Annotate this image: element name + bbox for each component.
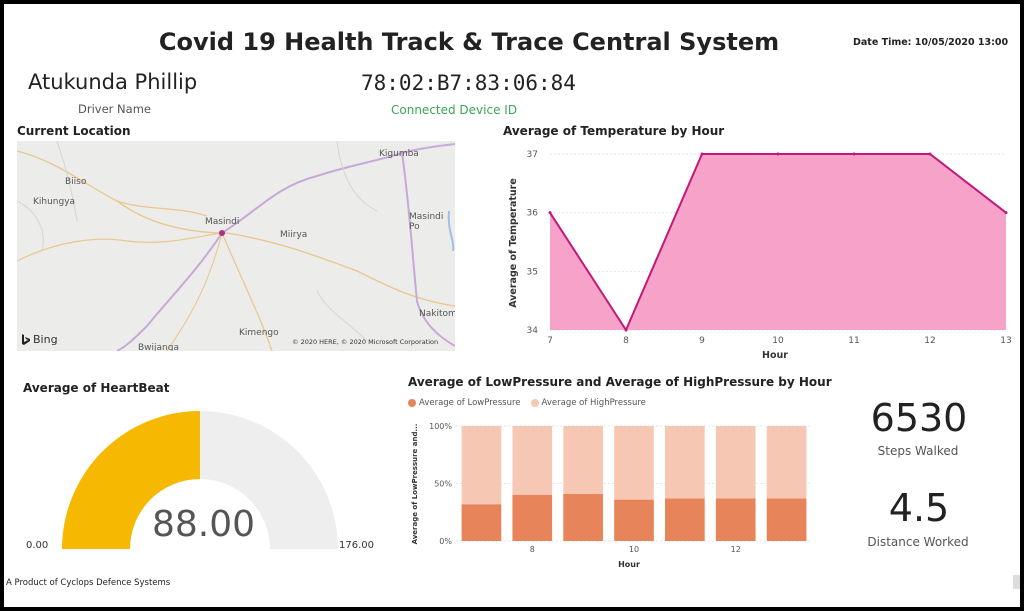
- temperature-x-tick-label: 8: [623, 336, 629, 346]
- highpressure-bar[interactable]: [665, 426, 705, 499]
- lowpressure-bar[interactable]: [665, 498, 705, 541]
- map-place-label: Kimengo: [239, 328, 279, 338]
- lowpressure-bar[interactable]: [614, 499, 654, 541]
- highpressure-bar[interactable]: [715, 426, 756, 499]
- pressure-y-axis-title: Average of LowPressure and...: [411, 424, 419, 545]
- legend-dot: [408, 399, 416, 407]
- location-marker[interactable]: [219, 230, 225, 236]
- map-place-label: Bwijanga: [138, 343, 179, 351]
- bing-logo: Bing: [21, 333, 58, 346]
- temperature-y-tick-label: 37: [527, 150, 538, 160]
- temperature-chart-title: Average of Temperature by Hour: [503, 124, 725, 138]
- temperature-point[interactable]: [928, 152, 932, 156]
- scrollbar-handle[interactable]: [1013, 575, 1020, 589]
- temperature-point[interactable]: [700, 152, 704, 156]
- heartbeat-gauge-title: Average of HeartBeat: [23, 381, 170, 395]
- lowpressure-bar[interactable]: [715, 498, 756, 541]
- highpressure-bar[interactable]: [512, 426, 553, 495]
- temperature-x-tick-label: 12: [924, 336, 935, 346]
- highpressure-bar[interactable]: [563, 426, 603, 494]
- steps-walked-value: 6530: [870, 396, 968, 440]
- map-place-label: Kigumba: [379, 149, 419, 159]
- heartbeat-gauge-min: 0.00: [26, 540, 49, 551]
- map-roads: [17, 141, 455, 351]
- page-title: Covid 19 Health Track & Trace Central Sy…: [158, 28, 780, 56]
- legend-label: Average of HighPressure: [541, 398, 646, 408]
- gauge-fill: [62, 411, 200, 549]
- pressure-x-axis-title: Hour: [618, 560, 640, 569]
- temperature-y-tick-label: 36: [527, 209, 539, 219]
- map-place-label: Biiso: [65, 177, 87, 187]
- pressure-y-tick-label: 100%: [429, 422, 452, 431]
- pressure-chart[interactable]: Average of LowPressure and... Hour 0% 50%…: [404, 412, 824, 572]
- steps-walked-label: Steps Walked: [877, 444, 959, 458]
- device-id-card-label: Connected Device ID: [391, 103, 518, 117]
- map-place-label: Masindi Po: [409, 212, 444, 232]
- lowpressure-bar[interactable]: [512, 495, 553, 541]
- map-place-label: Kihungya: [33, 197, 76, 207]
- pressure-x-tick-label: 8: [530, 545, 535, 554]
- highpressure-bar[interactable]: [461, 426, 502, 505]
- pressure-chart-title: Average of LowPressure and Average of Hi…: [408, 375, 832, 389]
- distance-worked-value: 4.5: [888, 486, 950, 530]
- legend-item-lowpressure[interactable]: Average of LowPressure: [408, 398, 521, 408]
- map-title: Current Location: [17, 124, 131, 138]
- temperature-area: [550, 154, 1006, 330]
- location-map[interactable]: Kigumba Biiso Kihungya Masindi Miirya Ma…: [17, 141, 455, 351]
- gauge-track: [200, 411, 338, 549]
- heartbeat-gauge-max: 176.00: [339, 540, 374, 551]
- datetime-label: Date Time: 10/05/2020 13:00: [853, 37, 1009, 48]
- temperature-y-tick-label: 35: [527, 267, 538, 277]
- temperature-x-axis-title: Hour: [762, 350, 788, 361]
- lowpressure-bar[interactable]: [563, 493, 603, 541]
- footer-text: A Product of Cyclops Defence Systems: [6, 578, 171, 588]
- temperature-point[interactable]: [548, 211, 552, 215]
- legend-dot: [530, 399, 539, 407]
- map-place-label: Miirya: [280, 230, 308, 240]
- temperature-x-tick-label: 10: [772, 336, 784, 346]
- highpressure-bar[interactable]: [766, 426, 807, 499]
- temperature-x-tick-label: 7: [547, 336, 553, 346]
- highpressure-bar[interactable]: [614, 426, 654, 500]
- temperature-x-tick-label: 13: [1000, 336, 1011, 346]
- pressure-y-tick-label: 0%: [439, 537, 452, 546]
- temperature-x-tick-label: 9: [699, 336, 705, 346]
- lowpressure-bar[interactable]: [766, 498, 807, 541]
- map-place-label: Nakitom: [419, 309, 455, 319]
- bing-icon: [22, 334, 30, 345]
- temperature-y-axis-title: Average of Temperature: [508, 178, 519, 308]
- temperature-point[interactable]: [1004, 211, 1008, 215]
- pressure-x-tick-label: 12: [731, 545, 741, 554]
- driver-name-card-value: Atukunda Phillip: [28, 70, 198, 94]
- heartbeat-gauge[interactable]: [44, 404, 364, 554]
- device-id-card-value: 78:02:B7:83:06:84: [361, 71, 576, 95]
- pressure-y-tick-label: 50%: [434, 480, 452, 489]
- map-copyright: © 2020 HERE, © 2020 Microsoft Corporatio…: [292, 338, 439, 346]
- pressure-x-tick-label: 10: [629, 545, 639, 554]
- map-place-label: Masindi: [205, 217, 240, 227]
- pressure-chart-legend: Average of LowPressure Average of HighPr…: [408, 398, 646, 408]
- temperature-x-tick-label: 11: [848, 336, 859, 346]
- lowpressure-bar[interactable]: [461, 504, 502, 541]
- report-canvas: Covid 19 Health Track & Trace Central Sy…: [4, 4, 1020, 607]
- temperature-point[interactable]: [852, 152, 856, 156]
- legend-item-highpressure[interactable]: Average of HighPressure: [530, 398, 646, 408]
- driver-name-card-label: Driver Name: [78, 102, 151, 116]
- distance-worked-label: Distance Worked: [867, 535, 969, 549]
- temperature-chart[interactable]: Average of Temperature Hour 34 35 36 37 7 8 9 1…: [494, 138, 1014, 364]
- temperature-point[interactable]: [624, 328, 628, 332]
- temperature-point[interactable]: [776, 152, 780, 156]
- bing-label: Bing: [33, 333, 58, 346]
- legend-label: Average of LowPressure: [419, 398, 521, 408]
- heartbeat-gauge-value: 88.00: [152, 504, 256, 545]
- temperature-y-tick-label: 34: [527, 326, 539, 336]
